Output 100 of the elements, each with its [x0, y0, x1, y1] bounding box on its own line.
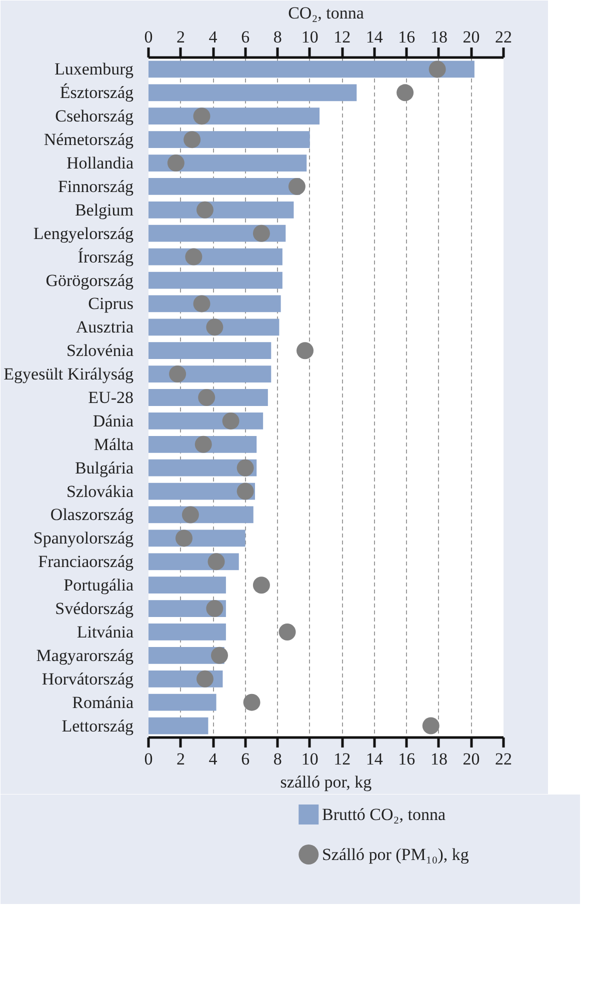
x-tick-label: 16 — [398, 28, 416, 46]
x2-tick-label: 6 — [241, 750, 250, 768]
x-tick-label: 14 — [366, 28, 384, 46]
bar — [148, 178, 300, 195]
x2-tick-label: 4 — [208, 750, 218, 768]
y-tick-label: Dánia — [92, 411, 134, 430]
point — [243, 694, 260, 711]
point — [206, 600, 224, 618]
y-tick-label: Finnország — [58, 176, 134, 196]
bar — [148, 131, 310, 148]
y-tick-label: Málta — [94, 434, 134, 454]
y-tick-label: Írország — [78, 247, 134, 266]
x-tick-label: 0 — [144, 28, 153, 46]
point — [206, 318, 224, 336]
x2-tick-label: 20 — [462, 750, 480, 768]
x-tick-label: 22 — [495, 28, 512, 46]
legend-label: Szálló por (PM₁₀), kg — [322, 845, 470, 864]
x2-tick-label: 8 — [273, 750, 282, 768]
x-tick-label: 4 — [208, 28, 218, 46]
y-tick-label: Portugália — [64, 576, 134, 595]
point — [236, 459, 254, 476]
bar — [148, 60, 474, 78]
y-tick-label: Magyarország — [36, 646, 134, 665]
point — [185, 248, 202, 266]
point — [184, 131, 201, 148]
y-tick-label: Hollandia — [66, 154, 134, 173]
y-tick-label: EU-28 — [88, 388, 134, 407]
y-tick-label: Görögország — [46, 270, 134, 290]
y-tick-label: Luxemburg — [54, 60, 134, 79]
bar — [148, 154, 307, 172]
x2-tick-label: 16 — [398, 750, 416, 768]
y-tick-label: Lettország — [62, 716, 134, 736]
x-tick-label: 6 — [241, 28, 250, 46]
y-tick-label: Lengyelország — [33, 224, 134, 243]
y-tick-label: Spanyolország — [33, 528, 134, 548]
point — [252, 224, 270, 242]
x2-tick-label: 0 — [144, 750, 153, 768]
y-tick-label: Ausztria — [76, 318, 134, 337]
point — [296, 342, 314, 360]
bar — [148, 624, 226, 640]
x2-axis-title: CO₂, tonna — [288, 4, 364, 22]
point — [222, 412, 240, 430]
x-axis-title: szálló por, kg — [280, 772, 372, 792]
y-tick-label: Egyesült Királyság — [4, 364, 134, 384]
legend-label: Bruttó CO₂, tonna — [322, 805, 446, 824]
bar — [148, 318, 280, 336]
point — [196, 201, 214, 218]
x2-tick-label: 12 — [334, 750, 351, 768]
point — [169, 366, 186, 383]
bar — [148, 272, 282, 289]
bar — [148, 295, 281, 312]
bar — [148, 717, 208, 734]
point — [396, 84, 414, 102]
x-tick-label: 20 — [462, 28, 480, 46]
point — [193, 295, 210, 312]
bar — [148, 201, 294, 218]
x-tick-label: 18 — [430, 28, 448, 46]
bar — [148, 84, 357, 102]
y-tick-label: Szlovákia — [66, 482, 134, 501]
x-tick-label: 12 — [334, 28, 351, 46]
x2-tick-label: 22 — [495, 750, 512, 768]
point — [194, 436, 212, 453]
point — [196, 670, 214, 688]
y-tick-label: Litvánia — [76, 622, 134, 642]
x2-tick-label: 2 — [176, 750, 186, 768]
x2-tick-label: 10 — [301, 750, 318, 768]
x2-tick-label: 18 — [430, 750, 448, 768]
point — [422, 717, 440, 734]
y-tick-label: Olaszország — [50, 505, 134, 524]
point — [428, 60, 446, 78]
point — [278, 624, 296, 640]
y-tick-label: Franciaország — [38, 552, 134, 572]
point — [288, 178, 306, 195]
point — [208, 553, 225, 570]
point — [211, 646, 228, 664]
x-tick-label: 2 — [176, 28, 186, 46]
y-tick-label: Belgium — [74, 200, 134, 220]
y-tick-label: Észtország — [60, 83, 134, 102]
point — [176, 530, 192, 547]
x2-tick-label: 14 — [366, 750, 384, 768]
x-tick-label: 8 — [273, 28, 282, 46]
point — [193, 108, 210, 125]
point — [252, 576, 270, 594]
bar — [148, 576, 226, 594]
point — [198, 389, 216, 406]
y-tick-label: Ciprus — [88, 294, 134, 314]
bar — [148, 108, 320, 125]
bar — [148, 694, 216, 711]
y-tick-label: Németország — [44, 130, 134, 150]
y-tick-label: Csehország — [55, 106, 134, 126]
y-tick-label: Horvátország — [42, 669, 134, 688]
y-tick-label: Svédország — [55, 599, 134, 618]
x-tick-label: 10 — [301, 28, 318, 46]
y-tick-label: Románia — [72, 692, 134, 712]
y-tick-label: Bulgária — [74, 458, 134, 478]
y-tick-label: Szlovénia — [66, 341, 134, 360]
bar — [148, 224, 286, 242]
bar — [148, 342, 272, 360]
point — [182, 506, 199, 524]
point — [167, 154, 184, 172]
